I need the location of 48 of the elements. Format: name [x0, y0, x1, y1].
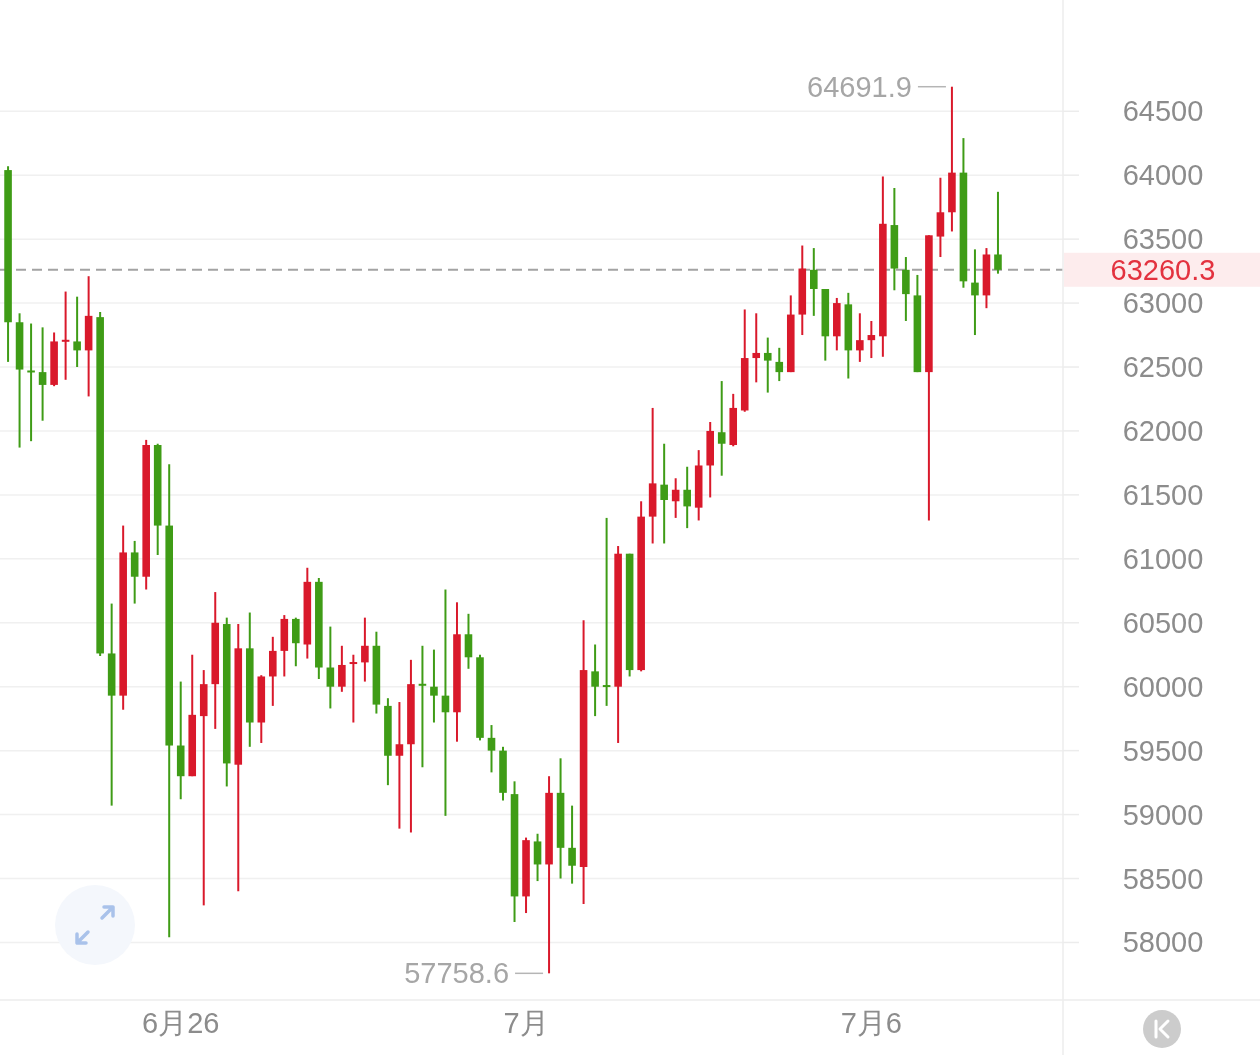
candlestick	[361, 616, 369, 683]
candlestick	[338, 644, 346, 693]
candlestick	[660, 442, 668, 545]
y-tick-label: 63000	[1122, 287, 1204, 320]
candlestick	[27, 322, 35, 443]
y-tick-label: 61000	[1122, 542, 1204, 575]
ref-line-label: 63260.3	[1110, 253, 1216, 286]
x-tick-label: 7月	[503, 1007, 549, 1039]
candlestick	[856, 312, 864, 363]
annotation: 64691.9	[807, 70, 912, 103]
candlestick	[326, 625, 335, 710]
y-tick-label: 61500	[1122, 478, 1204, 511]
candlestick	[867, 319, 876, 360]
candlestick	[810, 247, 818, 317]
y-tick-label: 63500	[1122, 223, 1204, 256]
candlestick	[591, 643, 599, 718]
candlestick	[971, 248, 979, 337]
candlestick	[487, 724, 496, 774]
y-tick-label: 60000	[1122, 670, 1204, 703]
y-tick-label: 64000	[1122, 159, 1204, 192]
candlestick	[683, 465, 691, 530]
candlestick	[568, 804, 576, 885]
candlestick	[430, 648, 438, 724]
candlestick	[73, 295, 81, 369]
candlestick	[464, 612, 473, 670]
candlestick	[602, 516, 611, 707]
candlestick	[717, 380, 726, 477]
candlestick	[395, 701, 404, 830]
candlestick	[418, 644, 427, 769]
candlestick	[763, 336, 772, 394]
candlestick	[38, 326, 47, 422]
x-tick-label: 6月26	[142, 1007, 220, 1039]
candlestick	[775, 346, 784, 383]
candlestick	[994, 190, 1002, 275]
y-tick-label: 58500	[1122, 862, 1204, 895]
candlestick	[61, 290, 70, 381]
y-tick-label: 62000	[1122, 414, 1204, 447]
y-tick-label: 58000	[1122, 926, 1204, 959]
candlestick	[533, 832, 542, 883]
x-tick-label: 7月6	[840, 1007, 902, 1039]
y-tick-label: 59000	[1122, 798, 1204, 831]
candlestick	[349, 653, 358, 724]
candlestick	[752, 312, 761, 384]
y-tick-label: 59500	[1122, 734, 1204, 767]
y-tick-label: 64500	[1122, 95, 1204, 128]
y-tick-label: 62500	[1122, 351, 1204, 384]
y-tick-label: 60500	[1122, 606, 1204, 639]
annotation: 57758.6	[404, 957, 510, 990]
